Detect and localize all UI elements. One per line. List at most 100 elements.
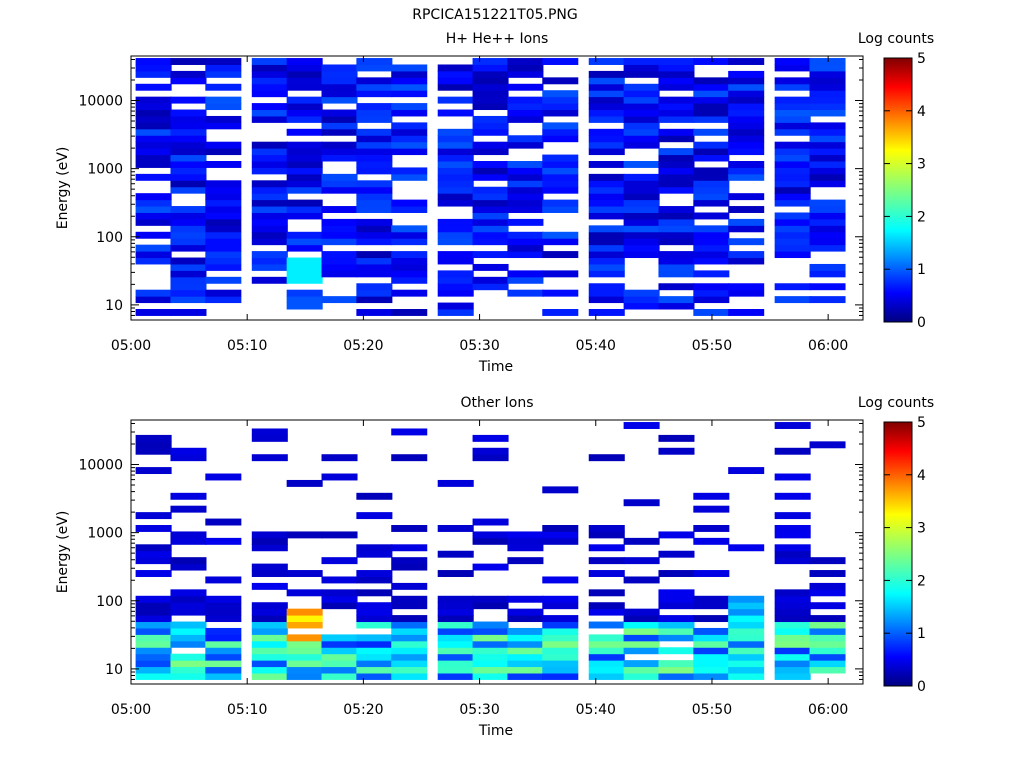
heatmap-cell: [588, 90, 625, 98]
heatmap-cell: [321, 634, 358, 642]
heatmap-cell: [170, 218, 207, 226]
heatmap-cell: [623, 499, 660, 507]
heatmap-cell: [774, 141, 811, 149]
heatmap-cell: [286, 276, 323, 284]
heatmap-cell: [693, 653, 730, 661]
heatmap-cell: [205, 231, 242, 239]
heatmap-cell: [356, 128, 393, 136]
heatmap-cells: [135, 422, 846, 680]
heatmap-cell: [472, 161, 509, 168]
heatmap-cell: [205, 276, 242, 284]
heatmap-cell: [205, 199, 242, 207]
heatmap-cell: [170, 289, 207, 297]
heatmap-cell: [728, 173, 765, 181]
heatmap-cell: [623, 70, 660, 78]
heatmap-cell: [321, 454, 358, 462]
heatmap-cell: [437, 77, 474, 85]
heatmap-cell: [588, 570, 625, 577]
heatmap-cell: [321, 206, 358, 213]
heatmap-cell: [170, 141, 207, 149]
heatmap-cell: [623, 608, 660, 616]
heatmap-cell: [693, 225, 730, 233]
heatmap-cell: [286, 206, 323, 213]
heatmap-cell: [170, 447, 207, 455]
x-tick-label: 05:20: [343, 338, 383, 354]
y-tick-label: 10: [105, 298, 123, 314]
heatmap-cell: [135, 218, 172, 226]
heatmap-cell: [658, 550, 695, 558]
heatmap-cell: [286, 64, 323, 72]
heatmap-cell: [774, 660, 811, 668]
heatmap-cell: [356, 90, 393, 98]
heatmap-cell: [391, 653, 428, 661]
heatmap-cell: [437, 96, 474, 104]
heatmap-cell: [658, 615, 695, 623]
colorbar-label: Log counts: [858, 395, 934, 411]
heatmap-cell: [286, 180, 323, 188]
heatmap-cell: [472, 64, 509, 72]
heatmap-cell: [728, 467, 765, 475]
heatmap-cells: [135, 58, 846, 316]
heatmap-cell: [286, 212, 323, 220]
heatmap-cell: [391, 70, 428, 78]
heatmap-cell: [774, 550, 811, 558]
heatmap-cell: [809, 141, 846, 149]
heatmap-cell: [623, 218, 660, 226]
heatmap-cell: [542, 90, 579, 98]
heatmap-cell: [391, 627, 428, 635]
heatmap-cell: [658, 70, 695, 78]
heatmap-cell: [623, 576, 660, 584]
heatmap-cell: [251, 276, 288, 284]
heatmap-cell: [774, 244, 811, 252]
heatmap-cell: [588, 173, 625, 181]
heatmap-cell: [507, 653, 544, 661]
heatmap-cell: [693, 492, 730, 500]
heatmap-cell: [356, 167, 393, 175]
heatmap-cell: [658, 570, 695, 577]
x-axis-label: Time: [478, 359, 513, 375]
heatmap-cell: [251, 225, 288, 233]
heatmap-cell: [693, 660, 730, 668]
heatmap-cell: [623, 225, 660, 233]
heatmap-cell: [472, 218, 509, 226]
heatmap-cell: [507, 666, 544, 674]
x-tick-label: 05:00: [111, 338, 151, 354]
colorbar-tick-label: 5: [917, 415, 926, 431]
heatmap-cell: [472, 283, 509, 291]
heatmap-cell: [321, 122, 358, 130]
heatmap-cell: [286, 83, 323, 91]
heatmap-cell: [437, 615, 474, 623]
heatmap-cell: [693, 673, 730, 680]
heatmap-cell: [809, 231, 846, 239]
heatmap-cell: [658, 238, 695, 246]
heatmap-cell: [542, 525, 579, 532]
heatmap-cell: [774, 673, 811, 680]
heatmap-cell: [391, 270, 428, 278]
heatmap-cell: [728, 96, 765, 104]
heatmap-cell: [623, 64, 660, 72]
heatmap-cell: [286, 161, 323, 168]
heatmap-cell: [391, 257, 428, 265]
heatmap-cell: [623, 173, 660, 181]
heatmap-cell: [728, 544, 765, 552]
heatmap-cell: [286, 302, 323, 310]
heatmap-cell: [588, 141, 625, 149]
heatmap-cell: [588, 206, 625, 213]
heatmap-cell: [321, 218, 358, 226]
heatmap-cell: [728, 77, 765, 85]
heatmap-cell: [170, 148, 207, 156]
heatmap-cell: [472, 122, 509, 130]
heatmap-cell: [135, 70, 172, 78]
heatmap-cell: [205, 251, 242, 259]
heatmap-cell: [542, 238, 579, 246]
heatmap-cell: [693, 58, 730, 65]
axes: 05:00 05:10 05:20 05:30 05:40 05:50 06:00 10 100…: [78, 420, 863, 718]
heatmap-cell: [728, 634, 765, 642]
x-tick-label: 05:10: [227, 338, 267, 354]
heatmap-cell: [321, 531, 358, 539]
heatmap-cell: [658, 673, 695, 680]
heatmap-cell: [693, 141, 730, 149]
heatmap-cell: [286, 173, 323, 181]
heatmap-cell: [205, 257, 242, 265]
heatmap-cell: [588, 263, 625, 271]
